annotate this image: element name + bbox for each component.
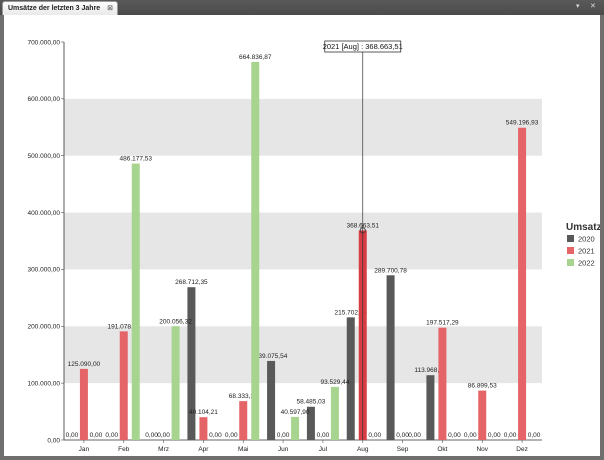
data-label-2021-Mai: 68.333,38 xyxy=(229,393,258,400)
y-tick-label: 600.000,00 xyxy=(27,96,60,103)
x-tick-label: Jun xyxy=(278,446,289,453)
data-label-2021-Apr: 40.104,21 xyxy=(189,409,218,416)
grid-band xyxy=(64,326,542,384)
bar-2021-Dez xyxy=(518,127,527,441)
data-label-2022-Feb: 486.177,53 xyxy=(119,156,152,163)
bar-2021-Feb xyxy=(119,331,128,440)
grid-band xyxy=(64,212,542,270)
y-tick-label: 100.000,00 xyxy=(27,380,60,387)
data-label-2020-Mrz: 0,00 xyxy=(145,432,158,439)
data-label-2022-Apr: 0,00 xyxy=(209,432,222,439)
data-label-2022-Mrz: 200.056,32 xyxy=(159,318,192,325)
bar-2021-Mai xyxy=(239,401,248,440)
legend-item-2021: 2021 xyxy=(578,246,595,255)
data-label-2022-Sep: 0,00 xyxy=(408,432,421,439)
legend-title: Umsatz xyxy=(566,222,600,233)
x-tick-label: Jan xyxy=(79,446,90,453)
data-label-2021-Jan: 125.090,00 xyxy=(68,361,101,368)
chevron-down-icon[interactable]: ▾ xyxy=(576,3,580,10)
data-label-2022-Dez: 0,00 xyxy=(528,432,541,439)
document-tab-strip: Umsätze der letzten 3 Jahre ⊠ ▾ ✕ xyxy=(0,0,604,15)
bar-2020-Jun xyxy=(267,360,276,440)
y-tick-label: 0,00 xyxy=(47,437,60,444)
close-icon[interactable]: ✕ xyxy=(590,3,596,10)
legend-swatch-2022 xyxy=(567,259,574,266)
data-label-2022-Nov: 0,00 xyxy=(488,432,501,439)
y-tick-label: 400.000,00 xyxy=(27,210,60,217)
bar-2021-Nov xyxy=(478,390,487,440)
data-label-2020-Sep: 289.700,78 xyxy=(374,267,407,274)
legend-swatch-2020 xyxy=(567,235,574,242)
data-label-2020-Mai: 0,00 xyxy=(225,432,238,439)
y-tick-label: 500.000,00 xyxy=(27,153,60,160)
data-label-2020-Okt: 113.968,47 xyxy=(414,367,446,374)
data-label-2021-Dez: 549.196,93 xyxy=(506,120,539,127)
y-tick-label: 300.000,00 xyxy=(27,267,60,274)
data-label-2021-Okt: 197.517,29 xyxy=(426,320,459,327)
data-label-2021-Jun: 0,00 xyxy=(277,432,290,439)
bar-2022-Feb xyxy=(131,163,140,440)
data-label-2021-Mrz: 0,00 xyxy=(157,432,170,439)
data-label-2020-Jun: 139.075,54 xyxy=(255,353,288,360)
bar-2021-Okt xyxy=(438,327,447,440)
bar-2022-Jul xyxy=(330,386,339,440)
y-tick-label: 700.000,00 xyxy=(27,39,60,46)
data-label-2021-Sep: 0,00 xyxy=(396,432,409,439)
bar-2022-Mrz xyxy=(171,326,180,440)
data-label-2022-Jan: 0,00 xyxy=(90,432,103,439)
data-label-2022-Mai: 664.836,87 xyxy=(239,54,272,61)
data-label-2020-Jul: 58.485,03 xyxy=(296,399,325,406)
bar-2020-Apr xyxy=(187,287,196,440)
grid-band xyxy=(64,98,542,156)
x-tick-label: Feb xyxy=(118,446,130,453)
legend-item-2020: 2020 xyxy=(578,234,595,243)
data-label-2020-Aug: 215.702,15 xyxy=(334,309,367,316)
x-tick-label: Mai xyxy=(238,446,248,453)
data-label-2021-Nov: 86.899,53 xyxy=(468,383,497,390)
bar-2020-Jul xyxy=(306,406,315,440)
bar-2020-Sep xyxy=(386,275,395,440)
data-label-2022-Jun: 40.597,90 xyxy=(281,409,310,416)
bar-2021-Jan xyxy=(79,368,88,440)
bar-2022-Mai xyxy=(251,61,260,441)
data-label-2021-Jul: 0,00 xyxy=(317,432,330,439)
x-tick-label: Dez xyxy=(516,446,528,453)
y-tick-label: 200.000,00 xyxy=(27,324,60,331)
legend-swatch-2021 xyxy=(567,247,574,254)
bar-2020-Aug xyxy=(346,317,355,440)
data-label-2022-Okt: 0,00 xyxy=(448,432,461,439)
data-label-2020-Feb: 0,00 xyxy=(105,432,118,439)
data-label-2022-Aug: 0,00 xyxy=(368,432,381,439)
tooltip-text: 2021 [Aug] : 368.663,51 xyxy=(323,42,403,51)
data-label-2020-Jan: 0,00 xyxy=(66,432,79,439)
data-label-2020-Dez: 0,00 xyxy=(504,432,517,439)
data-label-2021-Feb: 191.078,03 xyxy=(107,323,140,330)
x-tick-label: Jul xyxy=(319,446,328,453)
x-tick-label: Okt xyxy=(437,446,447,453)
x-tick-label: Apr xyxy=(198,446,209,453)
x-tick-label: Mrz xyxy=(158,446,169,453)
bar-2021-Apr xyxy=(199,417,208,440)
data-label-2022-Jul: 93.529,44 xyxy=(320,379,349,386)
tooltip-box xyxy=(324,40,402,53)
x-tick-label: Aug xyxy=(357,446,369,453)
bar-2020-Okt xyxy=(426,375,435,440)
tooltip-marker xyxy=(359,227,366,234)
bar-2022-Jun xyxy=(291,416,300,440)
data-label-2020-Apr: 268.712,35 xyxy=(175,279,208,286)
data-label-2020-Nov: 0,00 xyxy=(464,432,477,439)
bar-chart: 0,00 100.000,00 200.000,00 300.000,00 400.00… xyxy=(27,39,600,453)
tab-title: Umsätze der letzten 3 Jahre xyxy=(8,5,101,12)
x-tick-label: Sep xyxy=(397,446,409,453)
close-icon[interactable]: ⊠ xyxy=(107,5,113,12)
x-tick-label: Nov xyxy=(476,446,488,453)
chart-panel: 0,00 100.000,00 200.000,00 300.000,00 400.00… xyxy=(4,15,600,456)
tab-umsaetze[interactable]: Umsätze der letzten 3 Jahre ⊠ xyxy=(2,1,118,15)
legend-item-2022: 2022 xyxy=(578,258,595,267)
